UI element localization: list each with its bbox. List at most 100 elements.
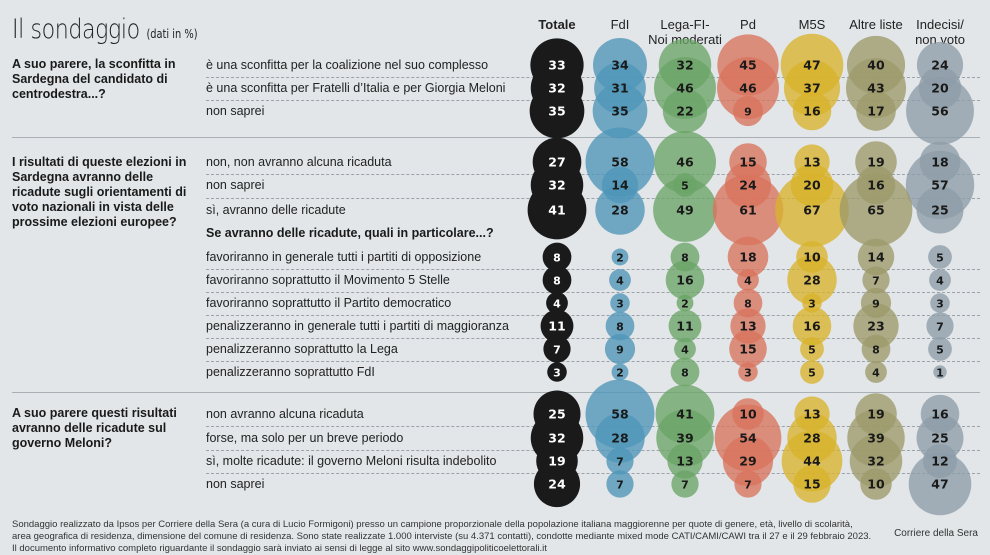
bubble-label-pd: 15 bbox=[739, 342, 756, 357]
row-divider bbox=[206, 197, 980, 199]
bubble-label-lega: 13 bbox=[676, 454, 693, 469]
bubble-label-indecisi: 56 bbox=[931, 104, 949, 119]
bubble-label-altre: 10 bbox=[867, 477, 885, 492]
answer-label: è una sconfitta per la coalizione nel su… bbox=[206, 58, 489, 72]
bubble-label-altre: 19 bbox=[867, 155, 884, 170]
bubble-label-altre: 7 bbox=[872, 275, 880, 288]
answer-label: sì, molte ricadute: il governo Meloni ri… bbox=[206, 454, 497, 468]
answer-label: favoriranno soprattutto il Movimento 5 S… bbox=[206, 273, 450, 287]
bubble-label-indecisi: 57 bbox=[931, 178, 948, 193]
bubble-pd bbox=[732, 95, 764, 127]
answer-label: forse, ma solo per un breve periodo bbox=[206, 431, 404, 445]
bubble-label-altre: 40 bbox=[867, 58, 885, 73]
bubble-label-indecisi: 20 bbox=[931, 81, 949, 96]
bubble-totale bbox=[533, 460, 581, 508]
bubble-label-fdi: 58 bbox=[611, 155, 628, 170]
bubble-label-totale: 4 bbox=[553, 298, 561, 311]
bubble-label-altre: 65 bbox=[867, 203, 884, 218]
bubble-label-pd: 61 bbox=[739, 203, 756, 218]
question-3: A suo parere questi risultati avranno de… bbox=[12, 406, 177, 450]
bubble-fdi bbox=[606, 447, 634, 475]
answer-label: non saprei bbox=[206, 104, 265, 118]
bubble-label-lega: 7 bbox=[681, 479, 689, 492]
bubble-lega bbox=[667, 443, 703, 479]
bubble-indecisi bbox=[933, 365, 947, 379]
bubble-label-pd: 18 bbox=[739, 250, 756, 265]
bubble-label-lega: 8 bbox=[681, 252, 689, 265]
bubble-label-pd: 4 bbox=[744, 275, 752, 288]
bubble-label-fdi: 31 bbox=[611, 81, 628, 96]
row-divider bbox=[206, 472, 980, 474]
bubble-label-fdi: 34 bbox=[611, 58, 629, 73]
bubble-label-totale: 32 bbox=[548, 431, 565, 446]
bubble-label-totale: 24 bbox=[548, 477, 566, 492]
bubble-label-fdi: 28 bbox=[611, 431, 628, 446]
bubble-label-totale: 25 bbox=[548, 407, 565, 422]
bubble-m5s bbox=[775, 173, 849, 247]
row-divider bbox=[206, 291, 980, 293]
bubble-label-pd: 45 bbox=[739, 58, 756, 73]
bubble-pd bbox=[722, 435, 774, 487]
bubble-label-lega: 22 bbox=[676, 104, 693, 119]
section-separator bbox=[12, 392, 980, 393]
bubble-m5s bbox=[792, 306, 832, 346]
bubble-label-altre: 14 bbox=[867, 250, 885, 265]
bubble-label-pd: 7 bbox=[744, 479, 752, 492]
bubble-fdi bbox=[605, 311, 635, 341]
bubble-label-altre: 39 bbox=[867, 431, 884, 446]
bubble-lega bbox=[671, 470, 699, 498]
bubble-indecisi bbox=[928, 245, 952, 269]
bubble-label-indecisi: 25 bbox=[931, 203, 948, 218]
bubble-altre bbox=[865, 361, 887, 383]
bubble-label-m5s: 37 bbox=[803, 81, 820, 96]
bubble-label-lega: 46 bbox=[676, 155, 694, 170]
bubble-label-lega: 49 bbox=[676, 203, 693, 218]
bubble-label-pd: 8 bbox=[744, 298, 752, 311]
bubble-label-fdi: 28 bbox=[611, 203, 628, 218]
bubble-label-pd: 9 bbox=[744, 106, 752, 119]
source-label: Corriere della Sera bbox=[894, 528, 978, 539]
bubble-pd bbox=[717, 57, 779, 119]
bubble-altre bbox=[856, 91, 896, 131]
answer-label: penalizzeranno soprattutto FdI bbox=[206, 365, 375, 379]
bubble-totale bbox=[527, 180, 587, 240]
bubble-label-indecisi: 16 bbox=[931, 407, 949, 422]
bubble-label-fdi: 58 bbox=[611, 407, 628, 422]
bubble-label-m5s: 5 bbox=[808, 344, 816, 357]
row-divider bbox=[206, 268, 980, 270]
question-1: A suo parere, la sconfitta in Sardegna d… bbox=[12, 57, 176, 101]
bubble-label-fdi: 4 bbox=[616, 275, 624, 288]
bubble-label-m5s: 20 bbox=[803, 178, 821, 193]
bubble-label-m5s: 47 bbox=[803, 58, 820, 73]
bubble-indecisi bbox=[929, 269, 951, 291]
answer-label: sì, avranno delle ricadute bbox=[206, 203, 346, 217]
bubble-label-lega: 39 bbox=[676, 431, 693, 446]
bubble-lega bbox=[665, 260, 705, 300]
bubble-label-fdi: 7 bbox=[616, 479, 624, 492]
bubble-indecisi bbox=[906, 77, 974, 145]
bubble-fdi bbox=[610, 293, 630, 313]
bubble-label-totale: 19 bbox=[548, 454, 565, 469]
bubble-label-altre: 8 bbox=[872, 344, 880, 357]
bubble-lega bbox=[662, 88, 708, 134]
bubble-label-m5s: 28 bbox=[803, 431, 820, 446]
bubble-label-pd: 3 bbox=[744, 367, 752, 380]
column-header-indecisi: Indecisi/non voto bbox=[915, 17, 965, 47]
bubble-label-lega: 8 bbox=[681, 367, 689, 380]
footnote-line: area geografica di residenza, dimensione… bbox=[12, 531, 872, 542]
bubble-lega bbox=[654, 131, 716, 193]
bubble-label-m5s: 3 bbox=[808, 298, 816, 311]
bubble-label-indecisi: 7 bbox=[936, 321, 944, 334]
bubble-label-m5s: 5 bbox=[808, 367, 816, 380]
bubble-label-totale: 35 bbox=[548, 104, 565, 119]
bubble-label-pd: 10 bbox=[739, 407, 757, 422]
bubble-label-pd: 24 bbox=[739, 178, 757, 193]
bubble-totale bbox=[542, 265, 572, 295]
bubble-pd bbox=[734, 470, 762, 498]
bubble-label-indecisi: 12 bbox=[931, 454, 948, 469]
bubble-label-pd: 15 bbox=[739, 155, 756, 170]
column-header-fdi: FdI bbox=[610, 17, 630, 32]
bubble-label-lega: 32 bbox=[676, 58, 693, 73]
page-title: Il sondaggio (dati in %) bbox=[12, 14, 198, 45]
